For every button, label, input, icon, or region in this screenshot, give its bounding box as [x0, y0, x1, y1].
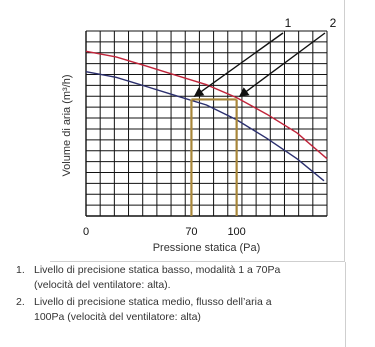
x-axis-label: Pressione statica (Pa) — [153, 242, 261, 254]
right-divider — [345, 262, 346, 347]
y-axis-label: Volume di aria (m³/h) — [61, 74, 73, 176]
note-line: 100Pa (velocità del ventilatore: alta) — [34, 311, 201, 323]
axis-labels: 0 70 100 Pressione statica (Pa) Volume di ar… — [61, 74, 260, 254]
x-tick-label: 0 — [83, 226, 89, 238]
note-item: 2. Livello di precisione statica medio, f… — [0, 295, 345, 325]
note-number: 2. — [16, 296, 25, 308]
marker-arrow-1 — [193, 32, 284, 98]
note-line: Livello di precisione statica basso, mod… — [34, 264, 281, 276]
marker-label-1: 1 — [285, 16, 292, 30]
note-line: (velocità del ventilatore: alta). — [34, 279, 171, 291]
marker-arrow-2 — [238, 32, 326, 98]
diagram-frame — [50, 0, 345, 262]
note-number: 1. — [16, 264, 25, 276]
x-tick-label: 100 — [227, 226, 245, 238]
operating-point-lines — [190, 98, 238, 216]
note-line: Livello di precisione statica medio, flu… — [34, 296, 272, 308]
fan-curve-1 — [85, 50, 328, 160]
fan-curves — [85, 50, 328, 182]
note-item: 1. Livello di precisione statica basso, m… — [0, 263, 345, 293]
grid — [85, 30, 328, 217]
x-tick-label: 70 — [185, 226, 197, 238]
notes-list: 1. Livello di precisione statica basso, m… — [0, 263, 345, 327]
fan-curve-2 — [85, 71, 325, 182]
marker-label-2: 2 — [330, 16, 337, 30]
